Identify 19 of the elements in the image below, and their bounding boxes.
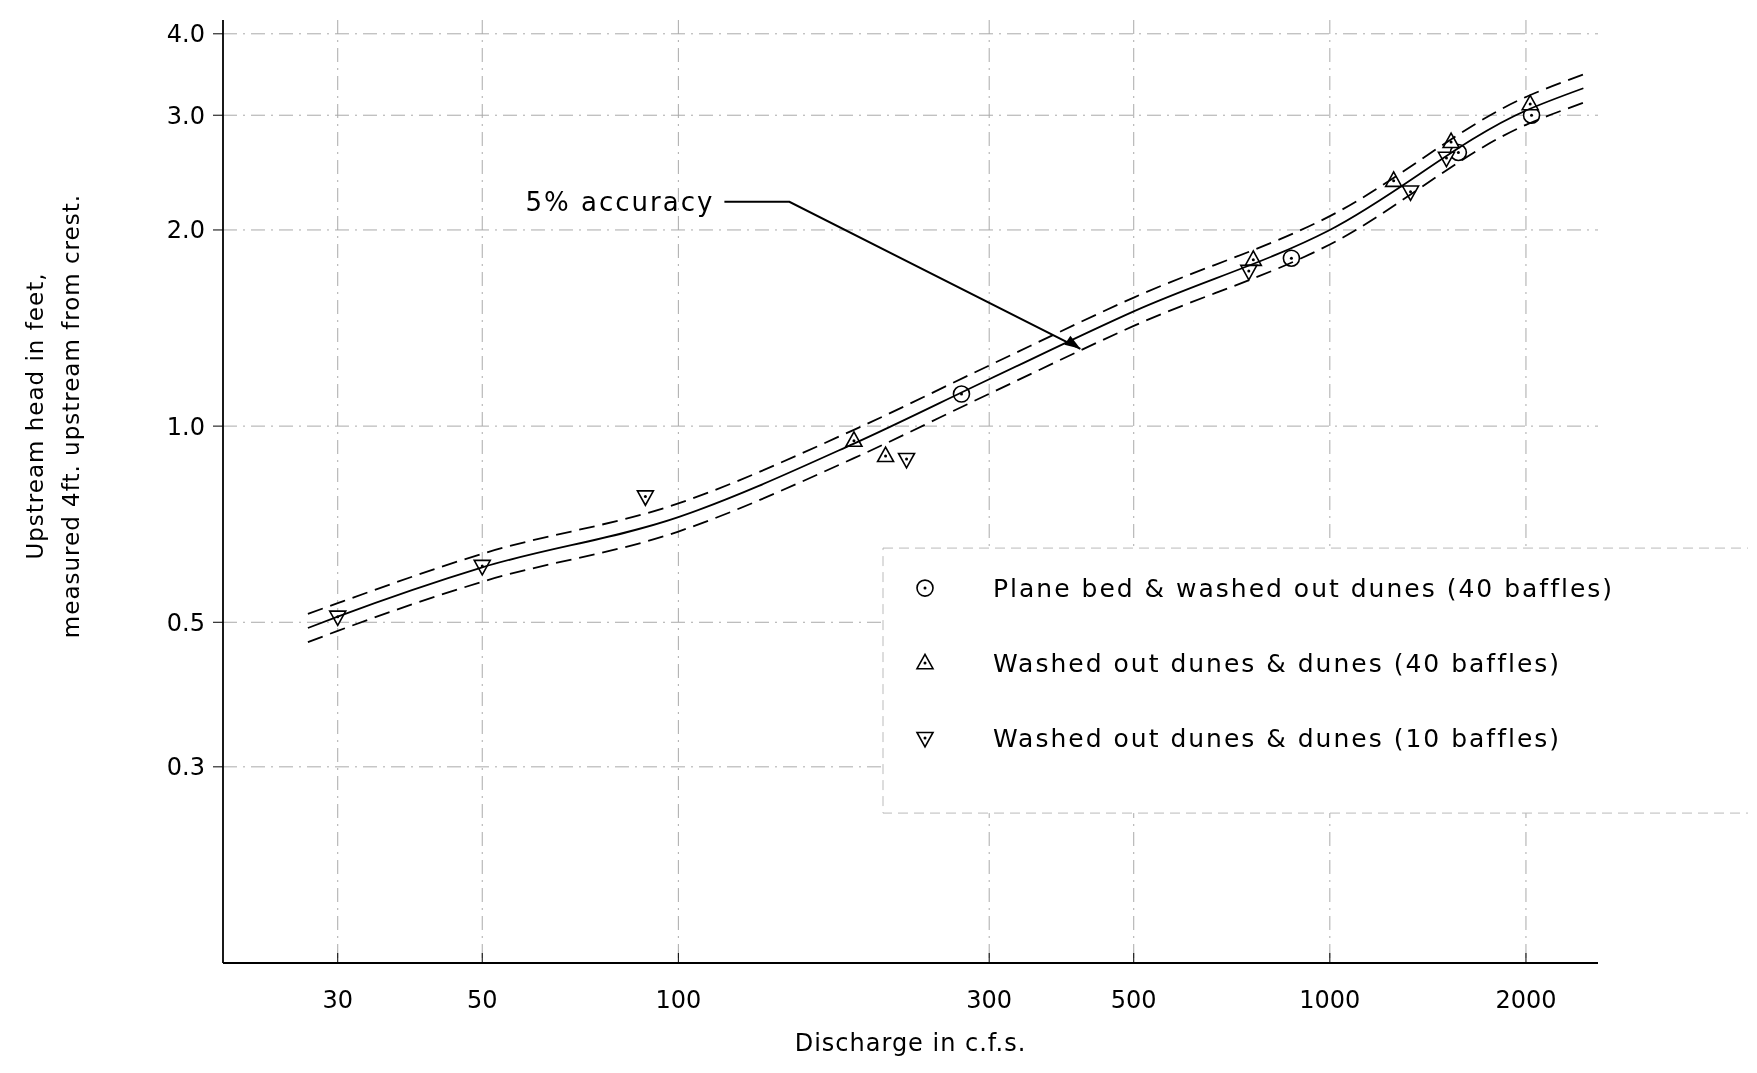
y-tick-label: 0.3 bbox=[166, 753, 205, 782]
y-tick-label: 2.0 bbox=[166, 216, 205, 245]
y-tick-label: 3.0 bbox=[166, 101, 205, 130]
x-tick-label: 100 bbox=[655, 986, 702, 1014]
x-axis-title: Discharge in c.f.s. bbox=[794, 1029, 1027, 1057]
x-tick-label: 1000 bbox=[1299, 986, 1361, 1014]
x-tick-label: 30 bbox=[322, 986, 353, 1014]
x-tick-label: 2000 bbox=[1495, 986, 1557, 1014]
y-tick-label: 0.5 bbox=[166, 608, 205, 637]
legend-label: Washed out dunes & dunes (40 baffles) bbox=[993, 648, 1562, 678]
y-tick-label: 1.0 bbox=[166, 412, 205, 441]
y-axis-title: Upstream head in feet, measured 4ft. upstream from crest. bbox=[22, 193, 84, 639]
legend-label: Plane bed & washed out dunes (40 baffles) bbox=[993, 573, 1615, 603]
legend-label: Washed out dunes & dunes (10 baffles) bbox=[993, 723, 1562, 753]
x-tick-label: 300 bbox=[966, 986, 1013, 1014]
x-tick-label: 50 bbox=[466, 986, 498, 1014]
y-tick-label: 4.0 bbox=[166, 20, 205, 49]
x-tick-label: 500 bbox=[1110, 986, 1157, 1014]
annotation: 5% accuracy bbox=[525, 186, 715, 217]
